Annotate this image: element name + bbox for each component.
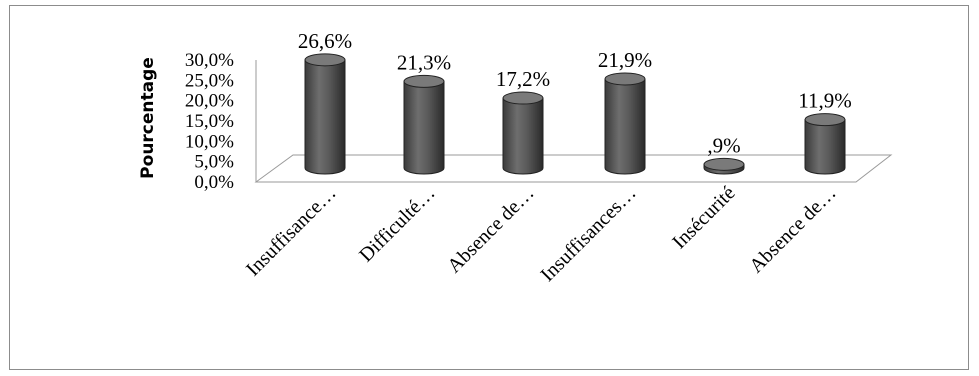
y-axis-label: Pourcentage xyxy=(138,57,158,179)
category-label: Insuffisance… xyxy=(242,182,341,281)
category-label: Insuffisances… xyxy=(536,182,640,286)
bar-top xyxy=(604,72,646,86)
bar-top xyxy=(502,91,544,105)
bar-top xyxy=(703,157,745,171)
bar xyxy=(804,113,846,175)
data-label: 21,3% xyxy=(397,50,451,74)
bar-top xyxy=(304,53,346,67)
y-tick-label: 20,0% xyxy=(185,91,234,112)
data-label: 21,9% xyxy=(598,48,652,72)
category-labels: Insuffisance… Difficulté… Absence de…Insuf… xyxy=(242,182,841,286)
bar-body xyxy=(604,78,646,175)
y-tick-label: 30,0% xyxy=(185,50,234,71)
bar-body xyxy=(804,119,846,175)
data-labels: 26,6% 21,3% 17,2% 21,9% ,9% 11,9% xyxy=(298,29,852,158)
y-tick-label: 0,0% xyxy=(194,172,234,193)
chart-frame xyxy=(9,5,969,370)
data-label: 26,6% xyxy=(298,29,352,53)
category-label: Absence de… xyxy=(443,182,538,277)
y-tick-label: 10,0% xyxy=(185,131,234,152)
chart-floor xyxy=(254,154,893,183)
bar xyxy=(502,91,544,175)
y-axis-ticks: 0,0%5,0%10,0%15,0%20,0%25,0%30,0% xyxy=(185,50,234,193)
data-label: ,9% xyxy=(707,133,740,157)
bar xyxy=(304,53,346,175)
bar-top xyxy=(804,113,846,127)
bar xyxy=(403,74,445,175)
data-label: 17,2% xyxy=(496,67,550,91)
y-tick-label: 25,0% xyxy=(185,70,234,91)
category-label: Difficulté… xyxy=(355,182,439,266)
bar-body xyxy=(304,59,346,175)
bar xyxy=(703,157,745,175)
bar-top xyxy=(403,74,445,88)
bar-body xyxy=(403,80,445,175)
category-label: Absence de… xyxy=(745,182,840,277)
category-label: Insécurité xyxy=(668,182,739,253)
y-tick-label: 15,0% xyxy=(185,111,234,132)
bar-series xyxy=(304,53,846,175)
bar-body xyxy=(502,97,544,175)
data-label: 11,9% xyxy=(798,89,851,113)
bar xyxy=(604,72,646,175)
y-tick-label: 5,0% xyxy=(194,152,234,173)
